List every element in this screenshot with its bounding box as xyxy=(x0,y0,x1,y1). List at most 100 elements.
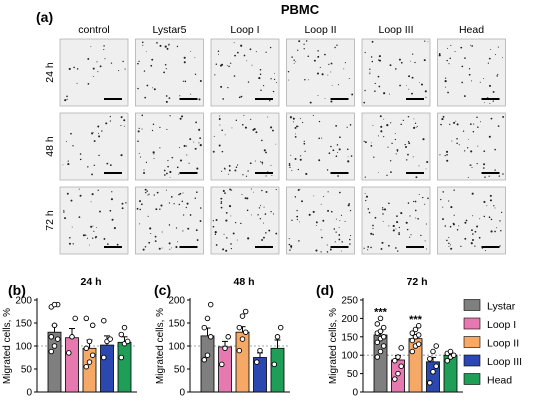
data-point xyxy=(242,329,249,335)
cell-dot xyxy=(420,83,423,86)
data-point xyxy=(83,345,90,352)
cell-dot xyxy=(364,141,367,144)
cell-dot xyxy=(364,51,366,54)
cell-dot xyxy=(270,78,272,80)
cell-dot xyxy=(330,210,333,213)
cell-dot xyxy=(91,132,94,135)
y-tick-label: 100 xyxy=(15,342,32,353)
microscopy-image xyxy=(286,112,355,181)
cell-dot xyxy=(91,193,94,196)
cell-dot xyxy=(388,202,390,205)
cell-dot xyxy=(109,209,112,212)
cell-dot xyxy=(444,80,447,83)
cell-dot xyxy=(90,46,92,48)
cell-dot xyxy=(337,175,339,177)
cell-dot xyxy=(381,207,384,209)
cell-dot xyxy=(386,124,389,127)
cell-dot xyxy=(275,143,277,145)
data-point xyxy=(207,301,214,308)
cell-dot xyxy=(448,63,450,65)
cell-dot xyxy=(312,210,315,213)
image-background xyxy=(361,186,431,255)
cell-dot xyxy=(154,240,157,243)
cell-dot xyxy=(467,176,469,178)
cell-dot xyxy=(63,211,65,213)
cell-dot xyxy=(159,44,162,47)
cell-dot xyxy=(333,228,336,230)
cell-dot xyxy=(168,97,171,99)
data-point xyxy=(380,343,387,349)
microscopy-image-grid xyxy=(59,38,506,255)
cell-dot xyxy=(97,189,99,191)
cell-dot xyxy=(103,49,105,51)
cell-dot xyxy=(395,68,397,70)
data-point xyxy=(377,315,384,322)
cell-dot xyxy=(414,61,416,64)
cell-dot xyxy=(468,73,471,76)
cell-dot xyxy=(171,247,172,249)
cell-dot xyxy=(220,85,223,88)
cell-dot xyxy=(97,125,100,128)
cell-dot xyxy=(456,138,458,140)
cell-dot xyxy=(255,131,258,134)
data-point xyxy=(395,370,401,377)
cell-dot xyxy=(92,132,94,134)
cell-dot xyxy=(138,60,140,63)
cell-dot xyxy=(456,123,459,126)
cell-dot xyxy=(93,230,95,232)
cell-dot xyxy=(143,70,146,72)
cell-dot xyxy=(139,156,142,158)
significance-marker: *** xyxy=(374,306,388,318)
cell-dot xyxy=(323,195,325,198)
cell-dot xyxy=(275,81,277,84)
grid-column-label: Head xyxy=(459,24,484,36)
y-tick-label: 50 xyxy=(21,365,33,376)
data-point xyxy=(380,324,387,331)
cell-dot xyxy=(318,159,321,162)
cell-dot xyxy=(247,81,250,83)
cell-dot xyxy=(397,250,399,252)
cell-dot xyxy=(250,118,252,120)
cell-dot xyxy=(415,126,417,128)
cell-dot xyxy=(494,230,496,233)
cell-dot xyxy=(329,248,332,251)
cell-dot xyxy=(407,115,410,118)
cell-dot xyxy=(67,160,69,162)
cell-dot xyxy=(240,95,243,98)
cell-dot xyxy=(297,189,300,191)
cell-dot xyxy=(169,176,171,178)
panel-label-b: (b) xyxy=(8,282,26,298)
cell-dot xyxy=(164,45,167,48)
cell-dot xyxy=(299,221,300,223)
cell-dot xyxy=(427,41,429,43)
microscopy-image xyxy=(361,38,431,107)
cell-dot xyxy=(253,127,256,131)
cell-dot xyxy=(64,99,67,102)
cell-dot xyxy=(225,212,228,214)
cell-dot xyxy=(378,59,382,62)
cell-dot xyxy=(176,166,179,169)
cell-dot xyxy=(230,215,232,217)
cell-dot xyxy=(469,44,471,46)
cell-dot xyxy=(86,237,89,239)
image-background xyxy=(286,112,355,181)
cell-dot xyxy=(165,100,168,103)
data-point xyxy=(447,348,454,355)
cell-dot xyxy=(472,233,474,235)
cell-dot xyxy=(418,165,420,167)
image-background xyxy=(59,112,129,181)
cell-dot xyxy=(326,169,329,171)
cell-dot xyxy=(381,241,384,244)
cell-dot xyxy=(388,244,390,247)
y-axis-label: Migrated cells, % xyxy=(328,308,339,384)
cell-dot xyxy=(259,73,262,75)
cell-dot xyxy=(370,246,372,249)
cell-dot xyxy=(269,46,272,49)
cell-dot xyxy=(142,248,145,251)
y-tick-label: 150 xyxy=(168,319,185,330)
cell-dot xyxy=(181,115,184,118)
cell-dot xyxy=(164,63,167,66)
cell-dot xyxy=(413,126,416,129)
cell-dot xyxy=(442,115,445,118)
cell-dot xyxy=(243,54,246,57)
